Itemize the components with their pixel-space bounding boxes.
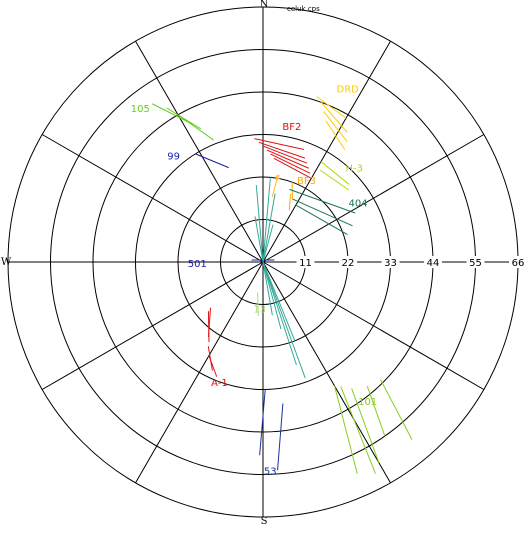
group-label: 105 [131,104,150,115]
group-label: F [275,174,281,185]
vector-segments [151,96,413,474]
vector-segment [380,379,413,440]
grid-spoke [262,261,485,390]
vector-segment [262,224,274,263]
grid-spoke [262,261,391,484]
vector-segment [277,403,284,471]
tick-label-bg [509,256,525,268]
vector-segment [320,101,348,133]
group-labels: 105 99 DRD BF2 H-3 BF3 F 404 501 101 53 A-1 13 [131,84,377,477]
group-label: BF3 [297,176,316,187]
vector-segment [295,204,348,235]
tick-label-bg [466,256,485,268]
ring-tick-label: 22 [342,258,355,269]
ring-tick-label: 55 [469,258,482,269]
vector-segment [288,193,291,211]
vector-segment [351,388,380,463]
vector-segment [273,157,312,179]
vector-segment [195,153,229,169]
group-label: 501 [188,259,207,270]
vector-segment [325,120,346,150]
ring-tick-labels: 11 22 33 44 55 66 [296,256,525,269]
vector-segment [262,177,271,263]
grid-spoke [41,134,264,263]
vector-segment [262,261,306,379]
vector-segment [316,96,347,119]
vector-segment [254,138,305,150]
west-label: W [1,257,12,268]
vector-segment [333,385,358,474]
vector-segment [266,149,309,169]
vector-segment [259,389,266,456]
chart-annotation: celuk cps [287,5,320,13]
grid-spoke [135,40,264,263]
grid-spoke [41,261,264,390]
vector-segment [262,261,296,341]
ring-tick-label: 33 [384,258,397,269]
group-label: DRD [337,84,360,95]
group-label: H-3 [346,164,364,175]
group-label: 101 [358,397,377,408]
vector-segment [289,188,356,214]
ring-tick-label: 11 [299,258,312,269]
north-label: N [260,0,269,10]
vector-segment [366,386,386,437]
group-label: 13 [253,304,266,315]
group-label: 404 [348,199,367,210]
vector-segment [255,184,264,263]
vector-segment [207,307,212,338]
group-label: 99 [167,151,180,162]
vector-segment [262,261,297,366]
grid-spoke [135,261,264,484]
tick-label-bg [424,256,442,268]
south-label: S [261,516,268,527]
vector-segment [262,145,308,164]
grid-spoke [262,134,485,263]
group-label: A-1 [211,378,228,389]
tick-label-bg [296,256,315,268]
vector-segment [262,193,276,263]
tick-label-bg [381,256,400,268]
vector-segment [177,114,215,141]
vector-segment [262,261,282,330]
grid-spoke [262,40,391,263]
vector-segment [320,169,350,191]
ring-tick-label: 44 [427,258,440,269]
vector-segment [208,355,218,377]
group-label: BF2 [282,122,301,133]
vector-segment [340,386,376,474]
vector-segment [271,174,279,198]
group-label: 53 [264,467,277,478]
vector-segment [257,292,259,316]
tick-label-bg [339,256,357,268]
vector-segment [323,111,348,143]
vector-segment [258,141,306,159]
vector-segment [292,198,353,227]
vector-segment [270,153,311,174]
vector-segment [320,161,350,185]
ring-tick-label: 66 [512,258,525,269]
vector-segment [262,261,273,316]
vector-segment [254,216,264,263]
